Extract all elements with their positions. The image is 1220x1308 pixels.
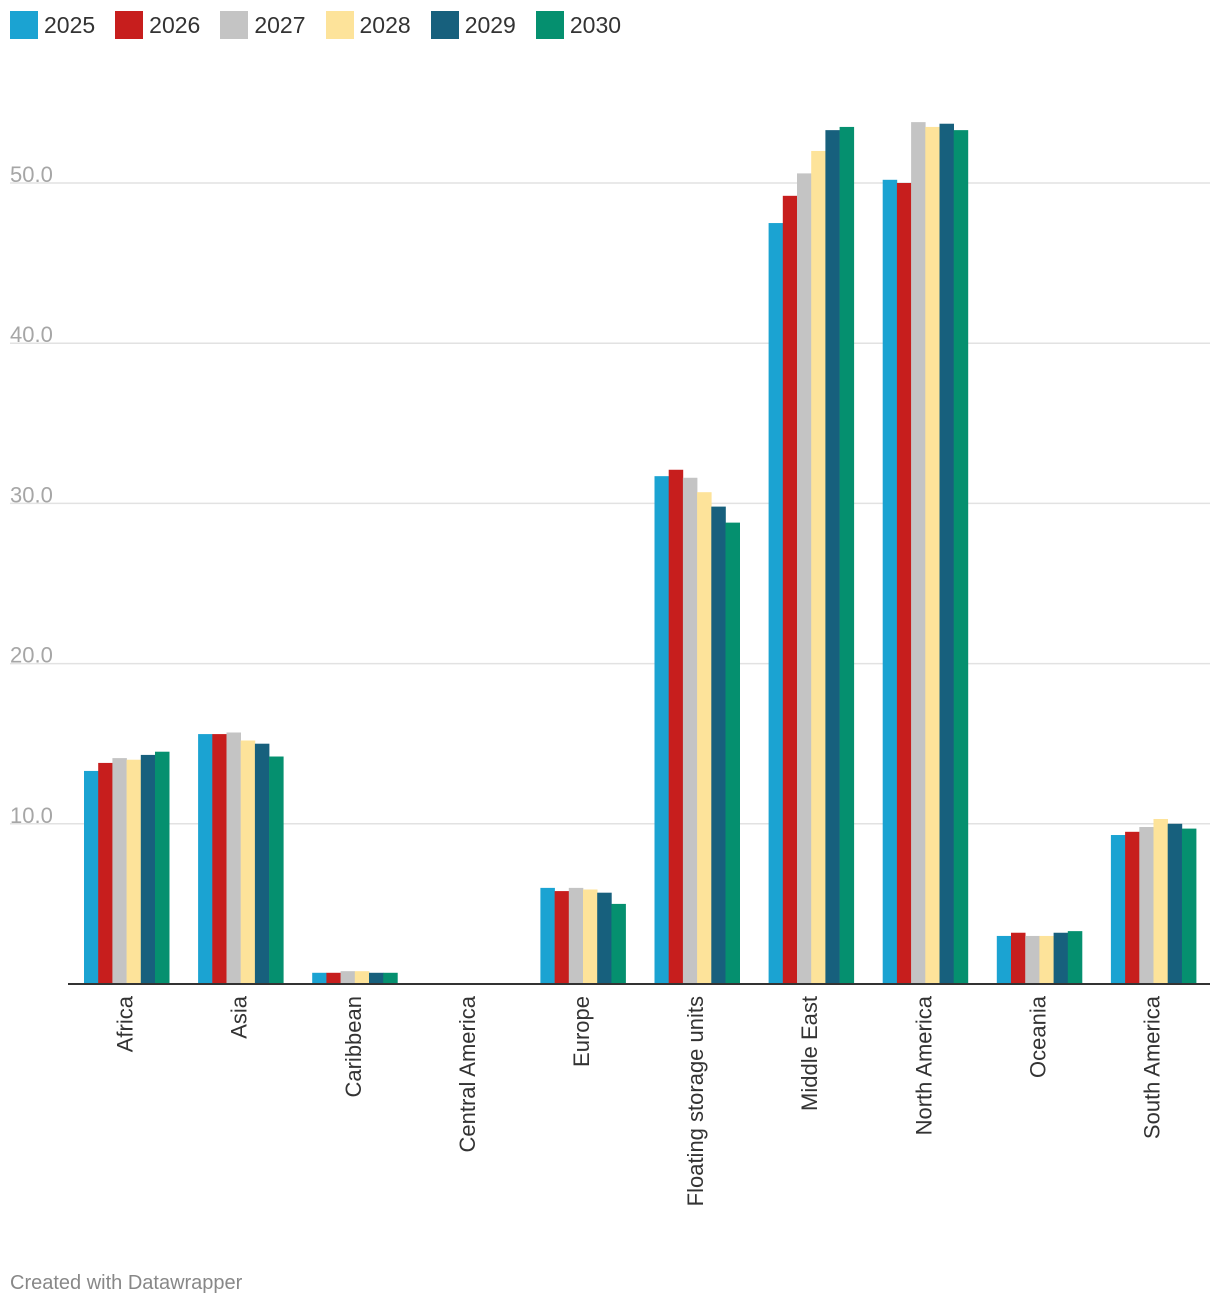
- bar: [254, 743, 270, 984]
- bar: [1067, 931, 1083, 984]
- bar: [568, 887, 584, 984]
- x-tick-label: Floating storage units: [683, 996, 708, 1206]
- legend-label: 2029: [464, 11, 516, 38]
- x-tick-label: Oceania: [1025, 995, 1050, 1078]
- bar: [1167, 823, 1183, 984]
- bar: [1025, 935, 1040, 984]
- bar: [226, 732, 241, 984]
- legend-item-2027: 2027: [220, 11, 306, 39]
- bar: [312, 972, 327, 984]
- x-tick-label: South America: [1140, 995, 1165, 1139]
- bar: [554, 891, 570, 984]
- bar: [84, 770, 99, 984]
- y-tick-label: 40.0: [10, 322, 53, 347]
- bar: [782, 195, 798, 985]
- bar: [98, 762, 113, 984]
- y-tick-label: 10.0: [10, 803, 53, 828]
- bar: [953, 130, 969, 984]
- bar: [939, 123, 954, 984]
- x-tick-label: North America: [911, 995, 936, 1135]
- bar: [369, 972, 384, 984]
- bar: [996, 935, 1012, 984]
- x-tick-label: Caribbean: [341, 996, 366, 1098]
- legend-item-2029: 2029: [430, 11, 516, 39]
- bar: [1039, 935, 1054, 984]
- bar: [725, 522, 740, 984]
- bar: [354, 971, 370, 984]
- bar: [668, 469, 684, 984]
- legend-swatch: [115, 11, 144, 39]
- bar: [212, 734, 227, 984]
- bar: [155, 751, 170, 984]
- bar: [326, 972, 341, 984]
- credit-text: Created with Datawrapper: [10, 1272, 243, 1294]
- legend-label: 2028: [359, 11, 411, 38]
- bar: [825, 130, 840, 984]
- bar: [925, 126, 940, 985]
- x-tick-label: Europe: [569, 996, 594, 1067]
- x-tick-label: Africa: [113, 995, 138, 1052]
- x-tick-label: Asia: [227, 995, 252, 1039]
- legend-item-2025: 2025: [10, 11, 95, 39]
- y-tick-label: 20.0: [10, 643, 53, 668]
- bar: [811, 150, 826, 984]
- bar: [1110, 835, 1126, 984]
- y-tick-label: 30.0: [10, 482, 53, 507]
- legend-label: 2030: [569, 11, 622, 38]
- bar: [1125, 831, 1140, 984]
- legend-item-2030: 2030: [535, 11, 622, 39]
- legend-label: 2025: [44, 11, 96, 38]
- legend-swatch: [10, 11, 38, 39]
- y-tick-label: 50.0: [10, 162, 53, 187]
- bar: [1153, 818, 1168, 984]
- bar: [126, 759, 142, 984]
- bar: [583, 889, 598, 984]
- legend-item-2026: 2026: [115, 11, 200, 39]
- legend-label: 2026: [149, 11, 201, 38]
- bar: [1139, 827, 1154, 984]
- bar: [711, 506, 726, 984]
- bar: [654, 476, 669, 984]
- bar: [198, 734, 213, 984]
- bar: [797, 173, 812, 984]
- legend-swatch: [220, 11, 249, 39]
- bar: [839, 126, 855, 985]
- bar: [882, 179, 898, 984]
- bar: [269, 756, 284, 984]
- bar: [1011, 932, 1026, 984]
- legend-swatch: [535, 11, 564, 39]
- legend-swatch: [430, 11, 459, 39]
- bar: [540, 887, 555, 984]
- bar: [682, 477, 698, 984]
- bar: [896, 183, 912, 984]
- bar: [340, 971, 356, 984]
- bar: [597, 892, 612, 984]
- legend-swatch: [325, 11, 354, 39]
- x-tick-label: Central America: [455, 995, 480, 1152]
- bar: [1181, 828, 1197, 984]
- legend-item-2028: 2028: [325, 11, 411, 39]
- bar: [140, 754, 156, 984]
- bar: [768, 223, 784, 985]
- bar: [240, 740, 256, 984]
- bar: [697, 492, 712, 984]
- bar: [383, 972, 398, 984]
- bar: [911, 122, 926, 984]
- bar: [1053, 932, 1069, 984]
- x-tick-label: Middle East: [797, 996, 822, 1111]
- chart-legend: 2025 2026 2027 2028 2029 2030: [10, 11, 641, 39]
- legend-label: 2027: [254, 11, 306, 38]
- bar: [611, 903, 626, 984]
- bar: [112, 758, 127, 984]
